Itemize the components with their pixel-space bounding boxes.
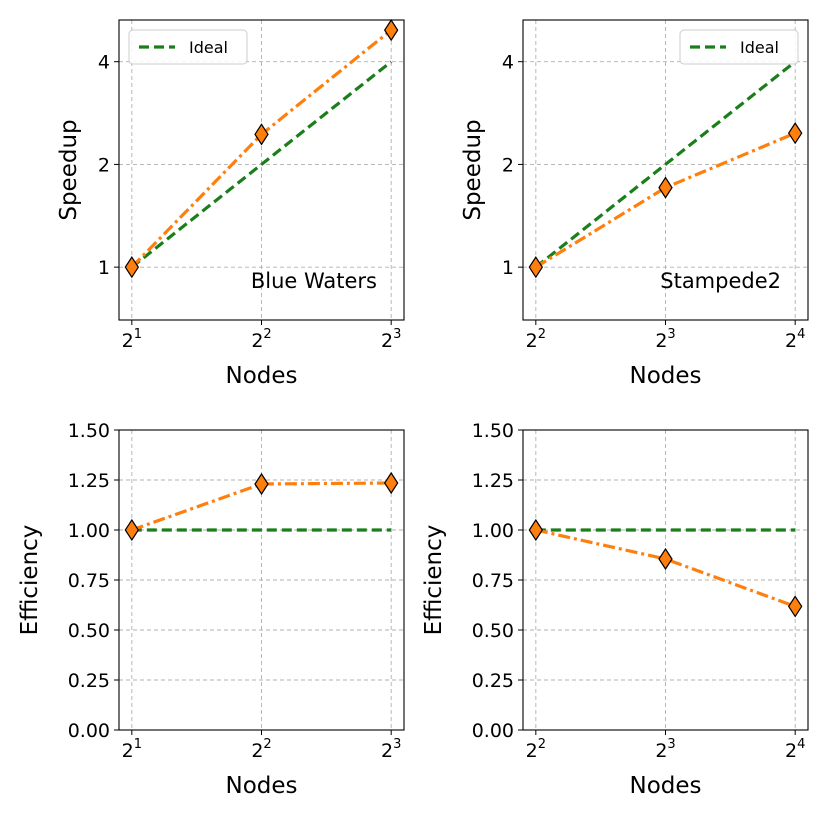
data-point-marker: [383, 471, 399, 495]
legend: Ideal: [679, 29, 799, 65]
data-point-marker: [658, 547, 673, 571]
y-tick-label: 2: [98, 154, 110, 176]
x-tick-base: 2: [251, 740, 263, 762]
y-tick-label: 1.25: [68, 470, 110, 492]
x-tick-base: 2: [785, 740, 797, 762]
x-tick-base: 2: [526, 330, 538, 352]
x-tick-label: 21: [122, 737, 142, 762]
y-tick-label: 0.75: [68, 570, 110, 592]
data-point-marker: [528, 518, 544, 542]
x-tick-exponent: 4: [797, 327, 805, 342]
x-tick-label: 22: [251, 327, 271, 352]
x-tick-label: 24: [785, 327, 805, 352]
y-tick-label: 0.50: [68, 620, 110, 642]
y-tick-label: 0.25: [68, 670, 110, 692]
x-tick-exponent: 3: [667, 737, 675, 752]
panel-annotation: Stampede2: [660, 269, 781, 293]
x-tick-label: 24: [785, 737, 805, 762]
series-line-measured: [131, 481, 392, 532]
x-tick-base: 2: [655, 330, 667, 352]
data-point-marker: [383, 19, 399, 42]
x-tick-exponent: 2: [263, 327, 271, 342]
y-tick-label: 1.25: [472, 470, 514, 492]
x-tick-base: 2: [785, 330, 797, 352]
x-tick-base: 2: [381, 330, 393, 352]
y-tick-label: 1.50: [68, 420, 110, 442]
x-tick-base: 2: [122, 740, 134, 762]
legend-label: Ideal: [740, 38, 779, 57]
x-tick-label: 23: [381, 327, 401, 352]
axes-frame: [118, 19, 405, 321]
legend: Ideal: [128, 29, 248, 65]
data-point-marker: [254, 472, 269, 496]
x-tick-exponent: 4: [797, 737, 805, 752]
data-point-marker: [787, 122, 803, 145]
y-axis-label: Speedup: [460, 119, 486, 220]
x-tick-exponent: 3: [667, 327, 675, 342]
y-axis-label: Efficiency: [17, 525, 43, 636]
x-tick-exponent: 2: [538, 327, 546, 342]
panel-efficiency-stampede2: 22 23 240.000.250.500.751.001.251.50NodesE…: [421, 420, 809, 799]
x-tick-base: 2: [526, 740, 538, 762]
series-line-ideal: [130, 60, 393, 269]
y-axis-label: Speedup: [56, 119, 82, 220]
x-axis-label: Nodes: [629, 773, 701, 799]
x-tick-label: 22: [526, 327, 546, 352]
x-tick-base: 2: [122, 330, 134, 352]
y-tick-label: 0.25: [472, 670, 514, 692]
legend-box: [128, 29, 248, 65]
x-tick-exponent: 2: [263, 737, 271, 752]
x-tick-label: 22: [526, 737, 546, 762]
panel-efficiency-bluewaters: 21 22 230.000.250.500.751.001.251.50NodesE…: [17, 420, 405, 799]
x-tick-base: 2: [381, 740, 393, 762]
y-tick-label: 2: [502, 154, 514, 176]
x-tick-label: 22: [251, 737, 271, 762]
x-tick-exponent: 3: [393, 737, 401, 752]
data-point-marker: [254, 123, 269, 146]
y-axis-label: Efficiency: [421, 525, 447, 636]
x-tick-base: 2: [251, 330, 263, 352]
x-tick-exponent: 1: [134, 737, 142, 752]
data-point-marker: [787, 595, 803, 618]
x-tick-base: 2: [655, 740, 667, 762]
panel-annotation: Blue Waters: [251, 269, 377, 293]
y-tick-label: 0.00: [472, 720, 514, 742]
x-tick-exponent: 3: [393, 327, 401, 342]
y-tick-label: 4: [502, 52, 514, 74]
axes-frame: [522, 429, 809, 731]
x-tick-exponent: 2: [538, 737, 546, 752]
series-line-measured: [534, 131, 796, 269]
data-point-marker: [124, 256, 140, 279]
axes-frame: [522, 19, 809, 321]
x-tick-label: 23: [655, 327, 675, 352]
x-tick-label: 21: [122, 327, 142, 352]
x-tick-exponent: 1: [134, 327, 142, 342]
series-line-ideal: [534, 60, 797, 269]
y-tick-label: 1: [502, 257, 514, 279]
x-tick-label: 23: [655, 737, 675, 762]
data-point-marker: [528, 256, 544, 279]
data-point-marker: [658, 176, 673, 199]
y-tick-label: 1.50: [472, 420, 514, 442]
data-point-marker: [124, 518, 140, 542]
legend-label: Ideal: [189, 38, 228, 57]
y-tick-label: 1: [98, 257, 110, 279]
x-axis-label: Nodes: [225, 363, 297, 389]
y-tick-label: 1.00: [68, 520, 110, 542]
x-axis-label: Nodes: [629, 363, 701, 389]
axes-frame: [118, 429, 405, 731]
y-tick-label: 0.50: [472, 620, 514, 642]
y-tick-label: 1.00: [472, 520, 514, 542]
y-tick-label: 0.75: [472, 570, 514, 592]
x-tick-label: 23: [381, 737, 401, 762]
legend-box: [679, 29, 799, 65]
y-tick-label: 4: [98, 52, 110, 74]
x-axis-label: Nodes: [225, 773, 297, 799]
y-tick-label: 0.00: [68, 720, 110, 742]
